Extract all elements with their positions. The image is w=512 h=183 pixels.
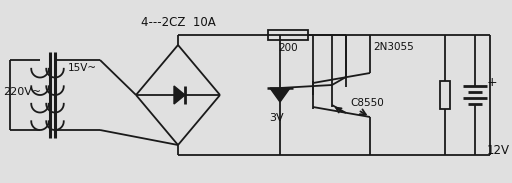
Text: C8550: C8550 <box>350 98 384 108</box>
Text: 4---2CZ  10A: 4---2CZ 10A <box>141 16 216 29</box>
Polygon shape <box>174 86 185 104</box>
Text: 12V: 12V <box>487 143 510 156</box>
Text: 2N3055: 2N3055 <box>373 42 414 52</box>
Polygon shape <box>270 88 290 102</box>
Text: 220V~: 220V~ <box>3 87 41 97</box>
Text: 3V: 3V <box>270 113 284 123</box>
Text: 15V~: 15V~ <box>68 63 97 73</box>
Bar <box>440 81 450 109</box>
Text: +: + <box>487 76 498 89</box>
Text: 200: 200 <box>278 43 298 53</box>
Bar <box>268 30 308 40</box>
